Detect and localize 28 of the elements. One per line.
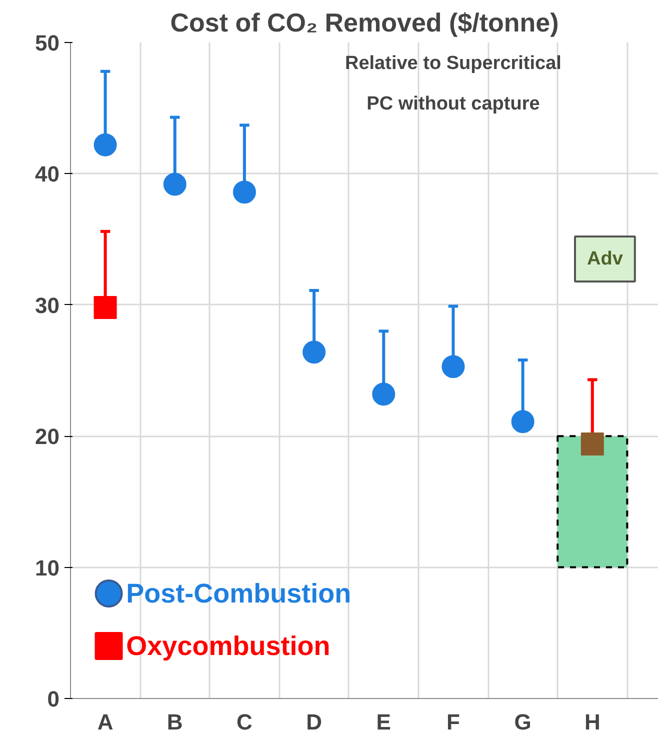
y-tick-label: 0	[47, 686, 60, 712]
point	[511, 410, 534, 434]
x-tick-label: H	[584, 710, 600, 734]
legend-label: Oxycombustion	[126, 631, 330, 662]
x-tick-label: C	[236, 710, 253, 734]
point	[372, 382, 396, 406]
chart-title: Cost of CO₂ Removed ($/tonne)	[170, 8, 559, 38]
x-tick-label: B	[166, 710, 183, 734]
point	[94, 133, 117, 156]
y-tick-label: 10	[35, 555, 60, 580]
y-tick-label: 30	[35, 292, 60, 318]
point	[232, 180, 256, 204]
annotation: Adv	[586, 248, 624, 270]
annotation: Relative to Supercritical PC without capture	[344, 52, 562, 115]
x-tick-label: A	[97, 710, 114, 734]
x-tick-label: G	[514, 710, 532, 734]
y-tick-label: 20	[35, 424, 60, 450]
point	[580, 432, 604, 456]
x-tick-label: F	[446, 710, 460, 734]
point	[94, 296, 117, 320]
y-tick-label: 40	[35, 162, 60, 187]
x-tick-label: E	[376, 710, 391, 734]
point	[442, 355, 465, 378]
legend-label: Post-Combustion	[126, 578, 352, 609]
y-tick-label: 50	[35, 30, 60, 56]
x-tick-label: D	[306, 710, 322, 734]
point	[163, 172, 186, 196]
point	[302, 340, 326, 364]
